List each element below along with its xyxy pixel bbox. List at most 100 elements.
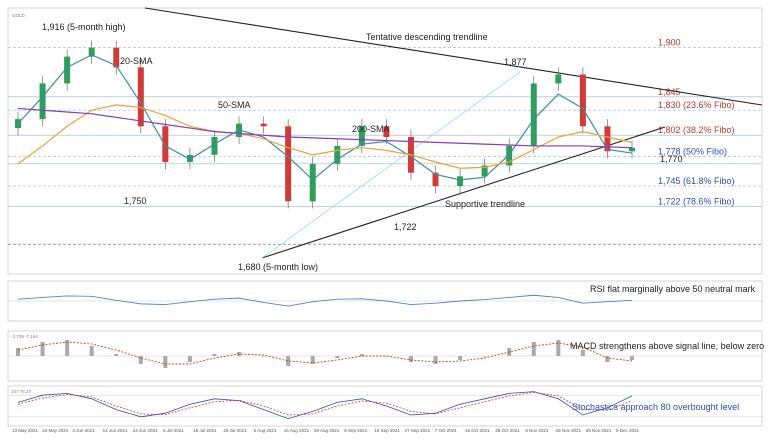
level-label: 1,778 (50% Fibo)	[658, 147, 727, 157]
x-tick-label: 24 May 2021	[42, 428, 69, 433]
descending-trendline	[144, 7, 763, 106]
x-tick-label: 5 Aug 2021	[254, 428, 277, 433]
x-tick-label: 6 Sep 2021	[344, 428, 368, 433]
stoch-k-line	[17, 391, 633, 420]
macd-histogram-bar	[114, 354, 119, 356]
candle-body	[162, 126, 169, 162]
annotation-peak: 1,877	[504, 57, 527, 67]
sma-line-20-sma	[17, 54, 633, 181]
supportive-trendline	[261, 126, 666, 259]
symbol-label: GOLD	[12, 13, 26, 18]
annotation-low: 1,680 (5-month low)	[238, 262, 318, 272]
annotation-high: 1,916 (5-month high)	[42, 22, 126, 32]
x-tick-label: 5 Jul 2021	[163, 428, 184, 433]
candle-body	[383, 126, 390, 137]
annotation-dip1: 1,750	[124, 196, 147, 206]
candle-body	[285, 126, 292, 202]
candle-body	[211, 137, 218, 155]
candle-body	[15, 119, 21, 129]
stoch-d-line	[17, 391, 633, 416]
level-label: 1,830 (23.6% Fibo)	[658, 100, 735, 110]
candle-body	[481, 165, 488, 177]
macd-histogram-bar	[433, 356, 438, 364]
candle-body	[579, 74, 586, 127]
macd-histogram-bar	[531, 342, 536, 356]
level-label: 1,770	[660, 154, 683, 164]
x-tick-label: 18 Nov 2021	[556, 428, 582, 433]
macd-histogram-bar	[187, 356, 192, 362]
sma-line-50-sma	[17, 104, 633, 169]
macd-histogram-bar	[580, 350, 585, 356]
x-tick-label: 7 Oct 2021	[435, 428, 458, 433]
candle-body	[260, 123, 267, 127]
annotation-dip2: 1,722	[394, 222, 417, 232]
candle-body	[506, 145, 513, 166]
candle-body	[457, 176, 464, 187]
fibo-diagonal	[261, 71, 521, 259]
macd-readout: -3.729 -7.164	[11, 334, 38, 339]
level-label: 1,745 (61.8% Fibo)	[658, 176, 735, 186]
x-tick-label: 27 Sep 2021	[405, 428, 431, 433]
macd-histogram-bar	[482, 356, 487, 357]
level-label: 1,802 (38.2% Fibo)	[658, 125, 735, 135]
macd-note: MACD strengthens above signal line, belo…	[570, 341, 764, 351]
stoch-readout: 107 75.27	[11, 389, 32, 394]
level-label: 1,722 (78.6% Fibo)	[658, 197, 735, 207]
x-tick-label: 18 Oct 2021	[465, 428, 490, 433]
macd-histogram-bar	[261, 356, 266, 357]
candle-body	[39, 83, 46, 120]
x-tick-label: 26 Jul 2021	[223, 428, 247, 433]
x-tick-label: 29 Nov 2021	[586, 428, 612, 433]
level-label: 1,900	[658, 38, 681, 48]
x-tick-label: 16 Sep 2021	[374, 428, 400, 433]
x-tick-label: 3 Jun 2021	[72, 428, 95, 433]
candle-body	[334, 145, 341, 164]
candle-body	[309, 163, 316, 202]
candle-body	[604, 126, 611, 152]
macd-histogram-bar	[16, 348, 20, 356]
x-tick-label: 28 Oct 2021	[495, 428, 520, 433]
macd-histogram-bar	[359, 354, 364, 356]
level-label: 1,845	[658, 87, 681, 97]
macd-histogram-bar	[335, 356, 340, 358]
macd-histogram-bar	[384, 356, 389, 357]
candle-body	[186, 154, 193, 162]
stochastics-panel-frame	[7, 385, 763, 427]
macd-histogram-bar	[65, 340, 70, 356]
annotation-20-sma: 20-SMA	[120, 56, 153, 66]
macd-histogram-bar	[138, 356, 143, 364]
stochastics-note: Stochastics approach 80 overbought level	[572, 402, 739, 412]
price-panel-frame	[7, 7, 763, 275]
candle-body	[64, 56, 71, 84]
macd-histogram-bar	[408, 356, 413, 362]
sma-line-200-sma	[17, 107, 633, 149]
candle-body	[432, 172, 439, 187]
candle-body	[113, 47, 120, 68]
rsi-note: RSI flat marginally above 50 neutral mar…	[590, 284, 756, 294]
x-tick-label: 9 Dec 2021	[616, 428, 640, 433]
macd-histogram-bar	[458, 356, 463, 360]
x-tick-label: 8 Nov 2021	[525, 428, 549, 433]
x-tick-label: 14 Jun 2021	[103, 428, 128, 433]
macd-histogram-bar	[163, 356, 168, 368]
macd-histogram-bar	[40, 342, 45, 356]
x-tick-label: 16 Aug 2021	[284, 428, 310, 433]
annotation-50-sma: 50-SMA	[218, 100, 251, 110]
annotation-supportive-trendline: Supportive trendline	[445, 199, 525, 209]
macd-histogram-bar	[556, 340, 561, 356]
candle-body	[530, 83, 537, 146]
candle-body	[629, 147, 635, 152]
macd-histogram-bar	[310, 356, 315, 364]
macd-histogram-bar	[286, 356, 291, 366]
macd-histogram-bar	[605, 356, 610, 362]
macd-histogram-bar	[212, 354, 217, 356]
x-tick-label: 13 May 2021	[12, 428, 39, 433]
macd-histogram-bar	[89, 346, 94, 356]
candle-body	[137, 67, 144, 127]
candle-body	[88, 47, 95, 57]
annotation-200-sma: 200-SMA	[352, 124, 390, 134]
macd-signal-line	[17, 341, 633, 365]
candle-body	[555, 74, 562, 84]
rsi-line	[17, 294, 633, 307]
